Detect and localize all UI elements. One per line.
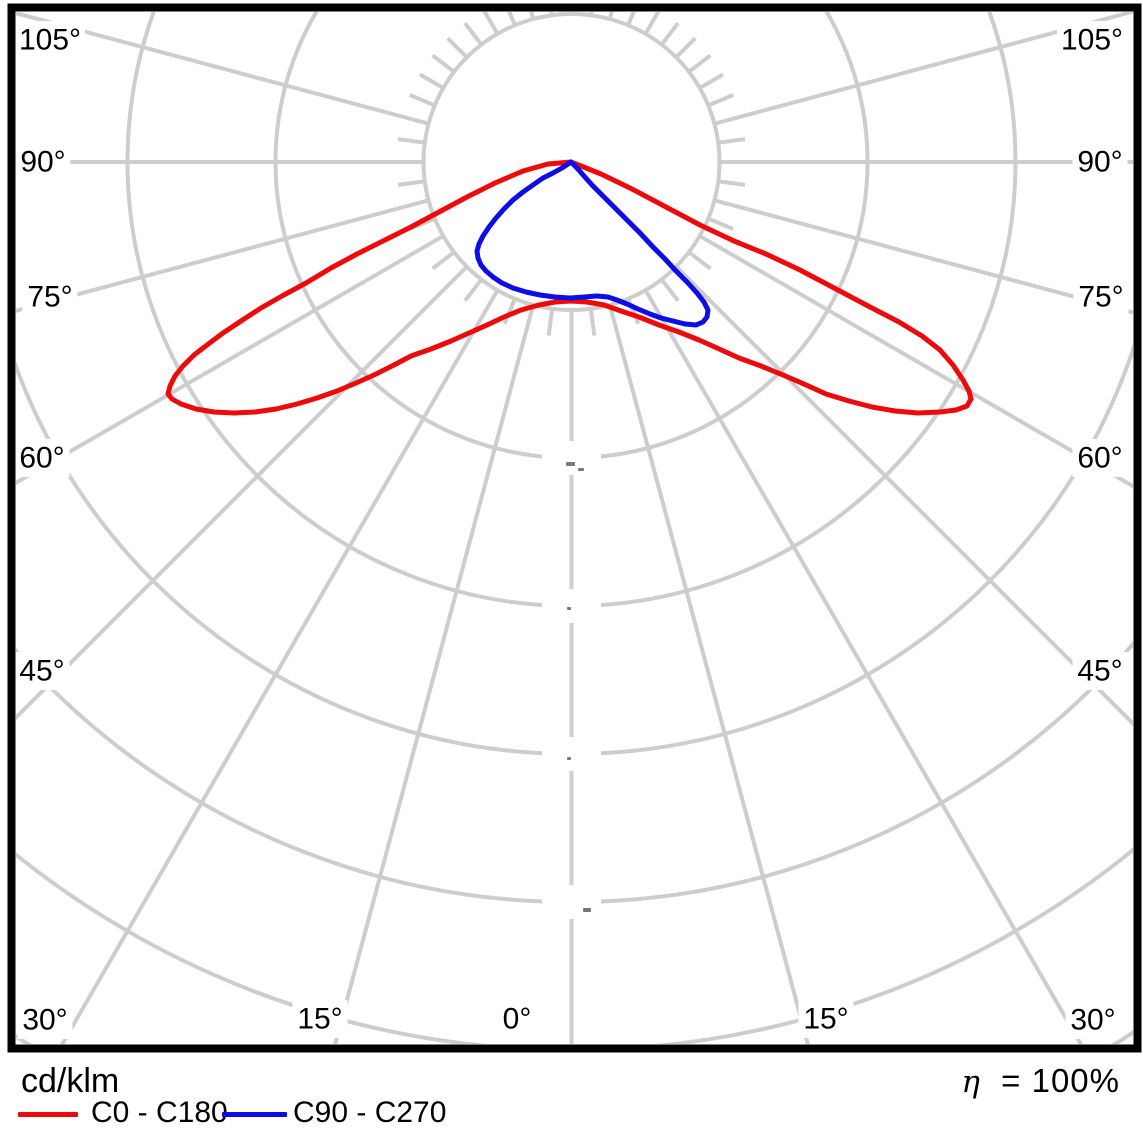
angle-label: 15°: [297, 1003, 342, 1036]
angle-label: 90°: [20, 146, 65, 179]
legend-label-c0-c180: C0 - C180: [91, 1096, 228, 1129]
grid-ticks: [397, 12, 746, 336]
curve-c0-c180: [165, 159, 974, 416]
legend-label-c90-c270: C90 - C270: [293, 1096, 447, 1129]
angle-label: 105°: [19, 24, 81, 57]
angle-label: 60°: [1077, 442, 1122, 475]
eta-symbol: η: [961, 1064, 980, 1100]
unit-label: cd/klm: [21, 1062, 120, 1100]
angle-label: 15°: [803, 1003, 848, 1036]
angle-label: 30°: [1070, 1004, 1115, 1037]
angle-labels: 105° 90° 75° 60° 45° 30° 15° 0° 15° 30° 45° 60° 75° 9…: [16, 21, 1129, 1039]
curve-c90-c270: [474, 159, 711, 328]
angle-label: 0°: [503, 1003, 532, 1036]
angle-label: 45°: [1077, 655, 1122, 688]
angle-label: 60°: [19, 442, 64, 475]
angle-label: 30°: [22, 1004, 67, 1037]
legend-item-c90-c270: C90 - C270: [222, 1096, 446, 1130]
efficiency-label: η = 100%: [940, 1062, 1120, 1100]
angle-label: 75°: [27, 281, 72, 314]
angle-label: 105°: [1061, 24, 1123, 57]
axis-label-gaps: [542, 441, 601, 919]
angle-label: 75°: [1078, 281, 1123, 314]
eta-value: = 100%: [1001, 1062, 1120, 1099]
plot-border: [7, 3, 1142, 1053]
angle-label: 45°: [19, 655, 64, 688]
angle-label: 90°: [1077, 146, 1122, 179]
legend-swatch-c0-c180: [18, 1112, 78, 1117]
legend-item-c0-c180: C0 - C180: [18, 1096, 228, 1130]
legend-swatch-c90-c270: [222, 1112, 287, 1117]
